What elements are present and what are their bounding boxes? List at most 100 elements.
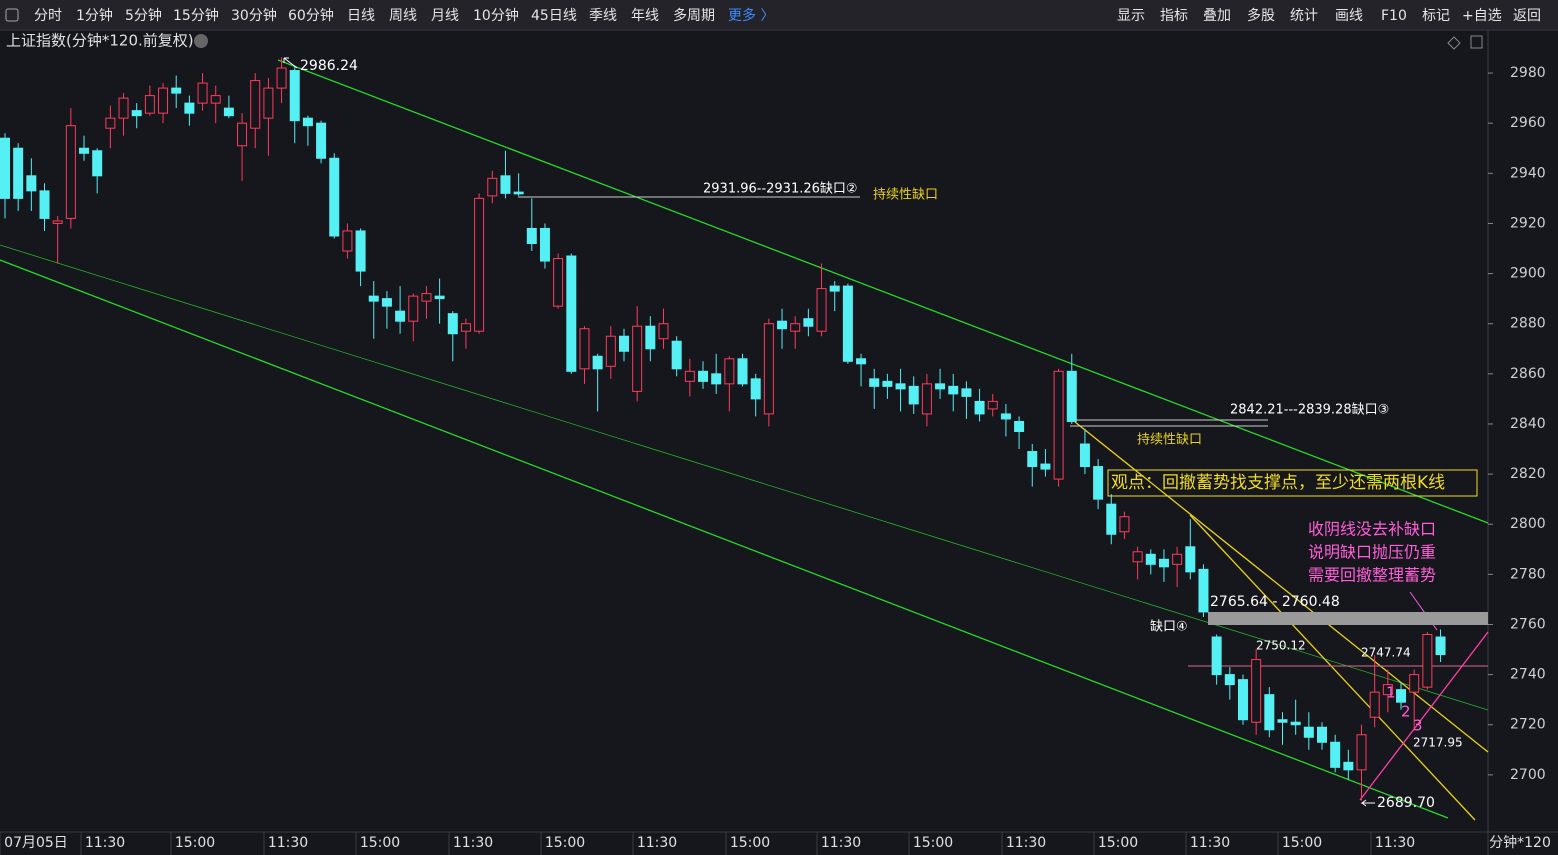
x-tick-label: 11:30 <box>268 835 308 851</box>
candle-body <box>421 293 432 302</box>
toolbar-item[interactable]: +自选 <box>1462 8 1502 24</box>
x-tick-label: 07月05日 <box>4 835 68 851</box>
candle-body <box>13 147 24 199</box>
candle-body <box>553 258 564 307</box>
candle-body <box>671 340 682 370</box>
candle-body <box>1040 463 1051 470</box>
toolbar-item[interactable]: 统计 <box>1290 8 1318 24</box>
diamond-icon[interactable] <box>1447 36 1461 50</box>
toolbar-item[interactable]: 叠加 <box>1203 8 1231 24</box>
x-tick-label: 11:30 <box>453 835 493 851</box>
annotation: 2842.21---2839.28缺口③ <box>1230 403 1389 418</box>
candle-body <box>131 110 142 117</box>
y-tick-label: 2820 <box>1510 466 1546 482</box>
candle-body <box>250 80 261 129</box>
window-icon[interactable] <box>1470 35 1483 49</box>
candle-body <box>1237 679 1248 721</box>
toolbar-item[interactable]: 分时 <box>34 8 62 24</box>
candle-body <box>803 318 814 327</box>
candle-body <box>579 328 590 370</box>
candle-body <box>1369 691 1380 718</box>
candle-body <box>895 383 906 390</box>
toolbar-item[interactable]: 30分钟 <box>231 7 277 24</box>
candle-body <box>355 230 366 272</box>
toolbar-more[interactable]: 更多 〉 <box>728 7 774 24</box>
candle-body <box>171 87 182 94</box>
toolbar-item[interactable]: 返回 <box>1513 8 1541 24</box>
toolbar-item[interactable]: 15分钟 <box>173 7 219 24</box>
candle-body <box>1277 719 1288 723</box>
toolbar <box>0 0 1558 30</box>
candle-body <box>105 117 116 129</box>
candle-body <box>1224 674 1235 686</box>
x-tick-label: 11:30 <box>85 835 125 851</box>
candle-body <box>434 295 445 300</box>
candle-body <box>1119 516 1130 533</box>
title-icon[interactable] <box>194 34 208 48</box>
candle-body <box>1396 689 1407 703</box>
annotation: 2717.95 <box>1413 736 1463 750</box>
annotation: 缺口④ <box>1150 620 1188 635</box>
candle-body <box>592 355 603 370</box>
trend-line <box>1359 631 1489 801</box>
candle-body <box>0 137 10 199</box>
candle-body <box>816 288 827 332</box>
candle-body <box>618 335 629 352</box>
candle-body <box>1251 659 1262 723</box>
toolbar-item[interactable]: 周线 <box>389 8 417 24</box>
toolbar-item[interactable]: F10 <box>1381 8 1407 24</box>
candle-body <box>632 325 643 392</box>
candle-body <box>645 325 656 350</box>
x-tick-label: 11:30 <box>821 835 861 851</box>
toolbar-item[interactable]: 标记 <box>1422 8 1450 24</box>
toolbar-item[interactable]: 月线 <box>431 8 459 24</box>
trend-line <box>0 259 1449 819</box>
toolbar-item[interactable]: 季线 <box>589 8 617 24</box>
annotation: 持续性缺口 <box>873 188 938 203</box>
x-tick-label: 15:00 <box>730 835 770 851</box>
candle-body <box>1330 741 1341 768</box>
toolbar-item[interactable]: 年线 <box>631 8 659 24</box>
candle-body <box>974 400 985 415</box>
toolbar-item[interactable]: 显示 <box>1117 8 1145 24</box>
toolbar-item[interactable]: 画线 <box>1335 8 1363 24</box>
annotation: 需要回撤整理蓄势 <box>1308 566 1436 585</box>
candle-body <box>856 358 867 365</box>
candle-body <box>65 125 76 219</box>
candle-body <box>513 191 524 195</box>
candle-body <box>474 197 485 332</box>
candle-body <box>500 175 511 194</box>
candle-body <box>408 295 419 322</box>
candle-body <box>1079 443 1090 468</box>
x-tick-label: 11:30 <box>637 835 677 851</box>
y-tick-label: 2720 <box>1510 717 1546 733</box>
annotation: 说明缺口抛压仍重 <box>1308 543 1436 562</box>
candle-body <box>1356 734 1367 771</box>
arrow <box>283 57 298 69</box>
toolbar-item[interactable]: 多股 <box>1247 7 1275 24</box>
toolbar-item[interactable]: 60分钟 <box>288 7 334 24</box>
y-tick-label: 2700 <box>1510 767 1546 783</box>
candle-body <box>790 323 801 332</box>
arrow <box>1360 799 1375 807</box>
toolbar-item[interactable]: 日线 <box>347 8 375 24</box>
y-tick-label: 2960 <box>1510 115 1546 131</box>
toolbar-item[interactable]: 5分钟 <box>125 7 162 24</box>
candle-body <box>92 150 103 177</box>
candle-body <box>316 122 327 159</box>
menu-icon[interactable] <box>5 8 19 22</box>
x-unit: 分钟*120 <box>1489 834 1551 851</box>
candle-body <box>1132 551 1143 563</box>
candle-body <box>1145 553 1156 565</box>
toolbar-item[interactable]: 10分钟 <box>473 7 519 24</box>
candle-body <box>1435 636 1446 656</box>
toolbar-item[interactable]: 指标 <box>1160 8 1188 24</box>
toolbar-item[interactable]: 45日线 <box>531 8 577 24</box>
candle-body <box>237 122 248 147</box>
candle-body <box>539 227 550 262</box>
toolbar-item[interactable]: 多周期 <box>673 7 715 24</box>
candle-body <box>184 102 195 114</box>
annotation: 2689.70 <box>1377 795 1435 811</box>
toolbar-item[interactable]: 1分钟 <box>76 7 113 24</box>
y-tick-label: 2900 <box>1510 266 1546 282</box>
